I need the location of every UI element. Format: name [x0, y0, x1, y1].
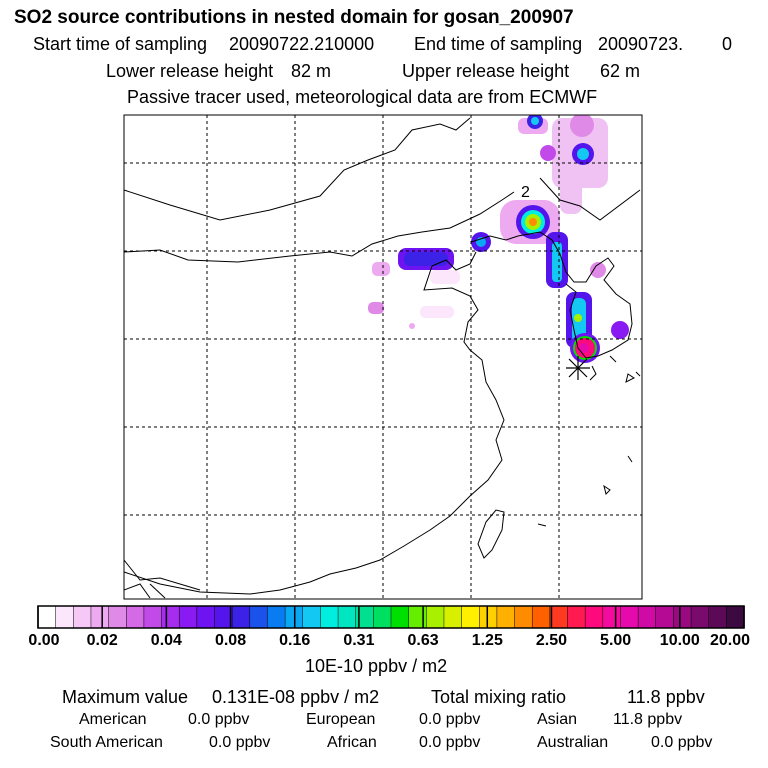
start-time-label: Start time of sampling — [33, 34, 208, 54]
region-name: Australian — [537, 734, 609, 751]
colorbar-swatch — [55, 605, 74, 629]
colorbar-swatch — [690, 605, 710, 629]
lower-height-label: Lower release height — [106, 61, 274, 81]
colorbar-swatch — [602, 605, 621, 629]
asterisk-receptor-icon — [566, 356, 590, 380]
region-value: 0.0 ppbv — [419, 711, 481, 728]
region-value: 0.0 ppbv — [188, 711, 250, 728]
colorbar-swatch — [479, 605, 498, 629]
colorbar-tick-label: 0.08 — [214, 632, 247, 649]
region-name: South American — [50, 734, 163, 751]
colorbar-tick-label: 2.50 — [535, 632, 568, 649]
colorbar-swatch — [584, 605, 604, 629]
colorbar-tick-label: 0.31 — [343, 632, 375, 649]
colorbar-swatch — [196, 605, 216, 629]
colorbar-swatch — [267, 605, 286, 629]
colorbar-swatch — [143, 605, 163, 629]
colorbar-swatch — [178, 605, 198, 629]
model-note: Passive tracer used, meteorological data… — [127, 87, 598, 107]
concentration-plume — [368, 115, 629, 363]
colorbar-swatch — [655, 605, 674, 629]
colorbar-tick-label: 5.00 — [600, 632, 632, 649]
colorbar-swatch — [673, 605, 692, 629]
colorbar-swatch — [496, 605, 516, 629]
colorbar-swatch — [249, 605, 269, 629]
region-name: African — [327, 734, 377, 751]
region-value: 0.0 ppbv — [419, 734, 481, 751]
region-value: 0.0 ppbv — [209, 734, 271, 751]
colorbar-swatch — [390, 605, 410, 629]
colorbar-swatch — [567, 605, 586, 629]
end-time-suffix: 0 — [722, 34, 733, 54]
colorbar-tick-label: 0.63 — [407, 632, 439, 649]
colorbar-swatch — [231, 605, 251, 629]
colorbar-swatch — [531, 605, 551, 629]
colorbar-swatch — [620, 605, 639, 629]
colorbar-swatch — [126, 605, 145, 629]
region-name: European — [306, 711, 376, 728]
colorbar-major-ticks — [37, 606, 745, 628]
colorbar-swatch — [461, 605, 480, 629]
colorbar-tick-label: 0.16 — [279, 632, 311, 649]
colorbar-swatch — [637, 605, 657, 629]
upper-height-label: Upper release height — [402, 61, 570, 81]
region-name: Asian — [537, 711, 578, 728]
colorbar-units: 10E-10 ppbv / m2 — [305, 656, 448, 676]
map-graticule — [124, 115, 642, 599]
colorbar-swatch — [408, 605, 427, 629]
colorbar-swatch — [320, 605, 339, 629]
total-mixing-value: 11.8 ppbv — [627, 687, 705, 707]
region-value: 11.8 ppbv — [613, 711, 683, 728]
colorbar-swatch — [708, 605, 727, 629]
colorbar-tick-label: 0.04 — [150, 632, 182, 649]
colorbar-swatch — [37, 605, 57, 629]
start-time-value: 20090722.210000 — [229, 34, 375, 54]
region-name: American — [79, 711, 147, 728]
colorbar — [37, 605, 745, 629]
upper-height-value: 62 m — [600, 61, 641, 81]
colorbar-swatch — [514, 605, 533, 629]
colorbar-tick-label: 0.00 — [28, 632, 60, 649]
colorbar-swatch — [161, 605, 180, 629]
colorbar-tick-label: 1.25 — [471, 632, 503, 649]
coastlines — [124, 117, 641, 599]
colorbar-swatch — [549, 605, 569, 629]
colorbar-swatch — [443, 605, 463, 629]
end-time-value: 20090723. — [598, 34, 684, 54]
region-value: 0.0 ppbv — [651, 734, 713, 751]
colorbar-swatch — [214, 605, 233, 629]
chart-title: SO2 source contributions in nested domai… — [14, 7, 574, 28]
colorbar-tick-label: 10.00 — [659, 632, 700, 649]
plume-north-haze-2 — [560, 180, 582, 214]
contour-label: 2 — [521, 184, 530, 201]
map-frame — [123, 114, 643, 600]
colorbar-swatch — [302, 605, 321, 629]
colorbar-tick-label: 0.02 — [86, 632, 118, 649]
end-time-label: End time of sampling — [414, 34, 583, 54]
total-mixing-label: Total mixing ratio — [431, 687, 567, 707]
colorbar-tick-label: 20.00 — [709, 632, 751, 649]
colorbar-swatch — [426, 605, 445, 629]
max-value: 0.131E-08 ppbv / m2 — [212, 687, 380, 707]
colorbar-swatch — [73, 605, 92, 629]
colorbar-swatch — [108, 605, 127, 629]
colorbar-swatch — [726, 605, 745, 629]
colorbar-swatch — [373, 605, 392, 629]
colorbar-swatch — [337, 605, 357, 629]
lower-height-value: 82 m — [291, 61, 332, 81]
max-value-label: Maximum value — [62, 687, 189, 707]
colorbar-swatch — [90, 605, 110, 629]
taiwan-outline — [477, 509, 505, 559]
plume-spot — [540, 145, 556, 161]
